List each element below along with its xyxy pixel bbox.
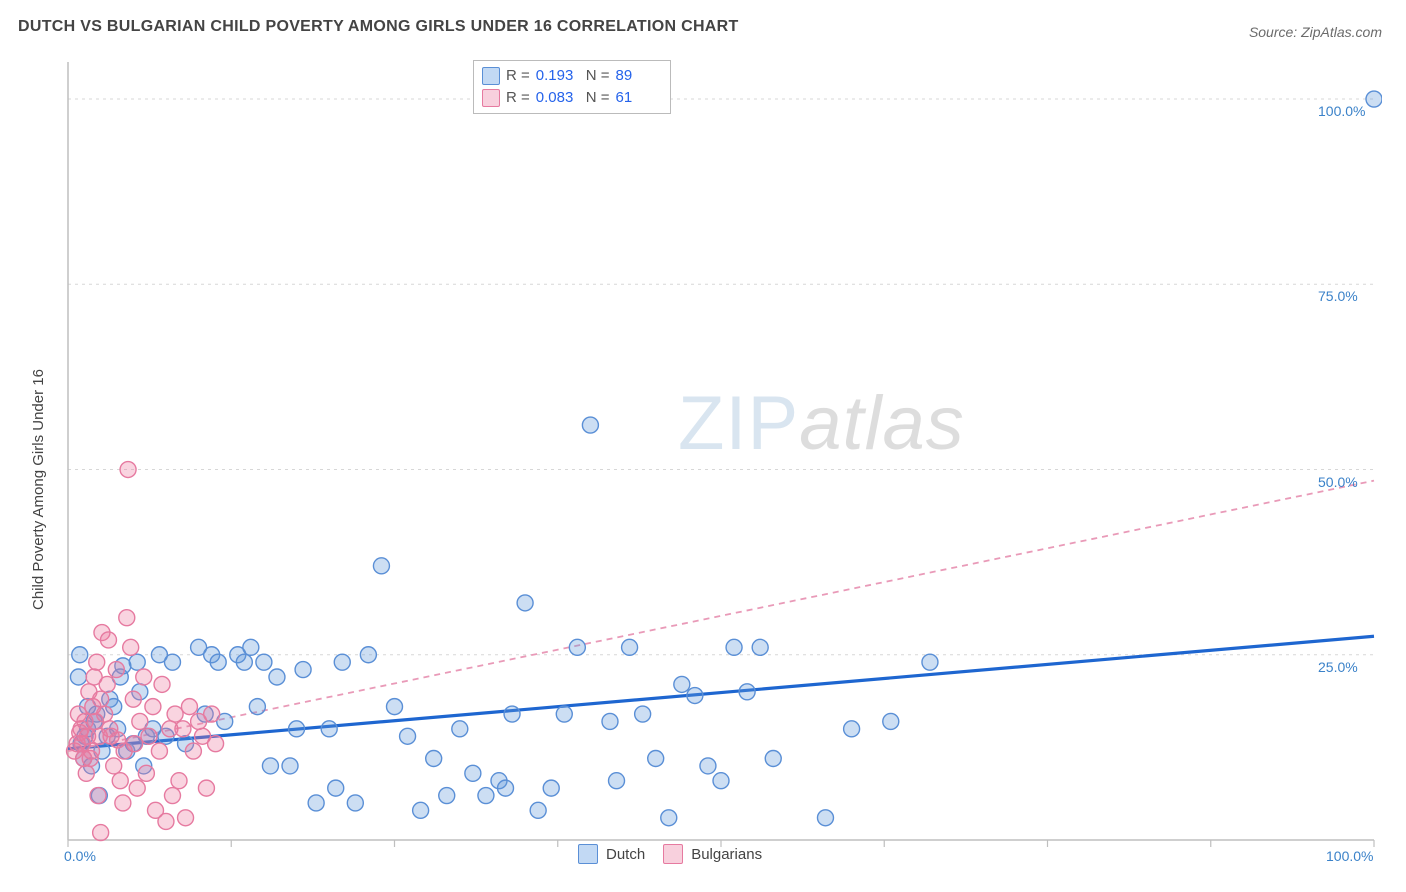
series-legend-item: Dutch xyxy=(578,844,645,864)
y-axis-label: Child Poverty Among Girls Under 16 xyxy=(30,369,47,610)
stat-r-value: 0.193 xyxy=(536,65,580,87)
legend-swatch xyxy=(663,844,683,864)
series-legend: Dutch Bulgarians xyxy=(578,844,762,864)
chart-title: DUTCH VS BULGARIAN CHILD POVERTY AMONG G… xyxy=(18,18,739,36)
stat-n-value: 61 xyxy=(616,87,660,109)
y-tick-label: 75.0% xyxy=(1318,288,1358,304)
stat-r-value: 0.083 xyxy=(536,87,580,109)
stat-legend-row: R = 0.193 N = 89 xyxy=(482,65,660,87)
stat-n-label: N = xyxy=(586,65,610,87)
y-tick-label: 25.0% xyxy=(1318,659,1358,675)
legend-swatch xyxy=(482,67,500,85)
stat-r-label: R = xyxy=(506,87,530,109)
legend-swatch xyxy=(578,844,598,864)
series-name: Bulgarians xyxy=(691,846,762,863)
stat-n-label: N = xyxy=(586,87,610,109)
stat-legend: R = 0.193 N = 89 R = 0.083 N = 61 xyxy=(473,60,671,114)
x-tick-label: 0.0% xyxy=(64,848,96,864)
stat-r-label: R = xyxy=(506,65,530,87)
series-name: Dutch xyxy=(606,846,645,863)
x-tick-label: 100.0% xyxy=(1326,848,1373,864)
y-tick-label: 100.0% xyxy=(1318,103,1365,119)
stat-legend-row: R = 0.083 N = 61 xyxy=(482,87,660,109)
legend-swatch xyxy=(482,89,500,107)
chart-container: Child Poverty Among Girls Under 16 ZIPat… xyxy=(18,50,1382,868)
stat-n-value: 89 xyxy=(616,65,660,87)
source-attribution: Source: ZipAtlas.com xyxy=(1249,24,1382,40)
series-legend-item: Bulgarians xyxy=(663,844,762,864)
scatter-chart xyxy=(18,50,1382,868)
y-tick-label: 50.0% xyxy=(1318,474,1358,490)
